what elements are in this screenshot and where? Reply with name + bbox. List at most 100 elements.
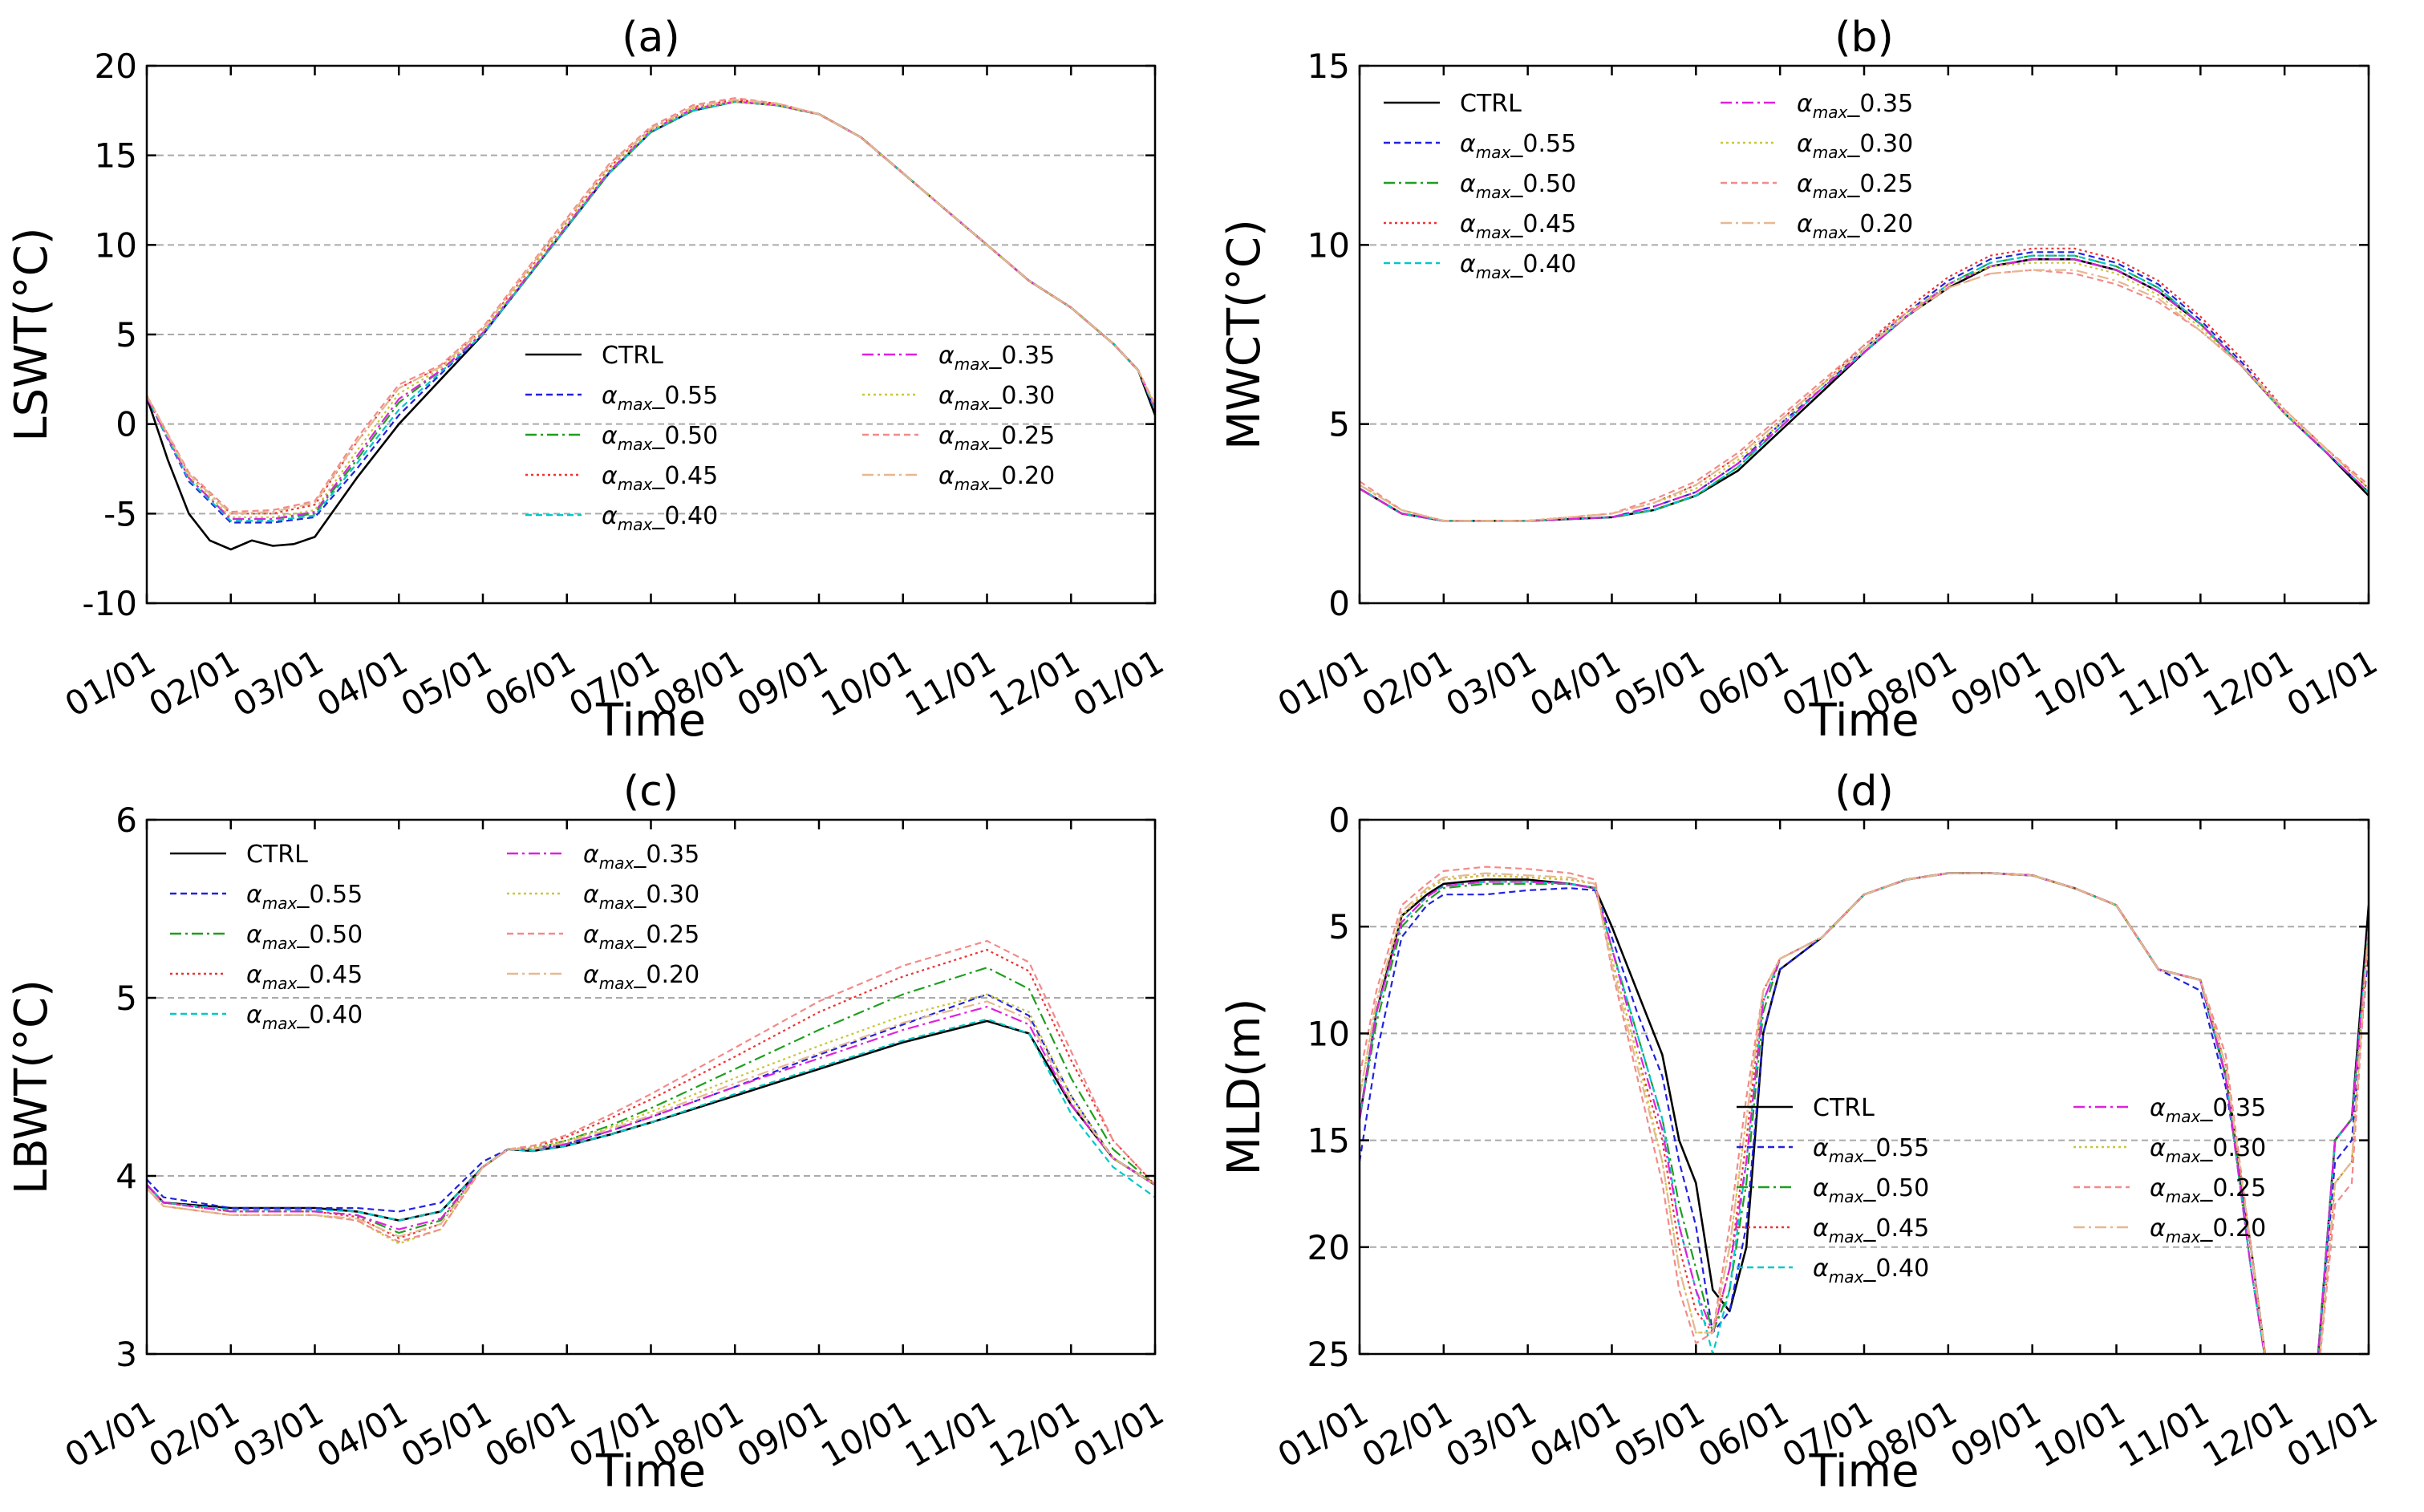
legend-item-020: αmax_0.20 (862, 462, 1055, 494)
legend-subscript: max (599, 934, 634, 953)
x-tick-label: 03/01 (226, 1392, 330, 1475)
y-tick-label: 5 (116, 979, 137, 1018)
x-tick-label: 09/01 (1944, 1392, 2047, 1475)
legend-subscript: max (1476, 263, 1511, 282)
legend-item-035: αmax_0.35 (507, 841, 699, 873)
legend-alpha-symbol: α (1797, 170, 1813, 198)
legend-item-030: αmax_0.30 (862, 382, 1055, 414)
legend-subscript: max (2166, 1147, 2201, 1166)
series-line-045 (1360, 872, 2369, 1354)
legend-subscript: max (618, 475, 653, 494)
legend-label: CTRL (1460, 90, 1522, 118)
y-tick-label: 0 (116, 405, 137, 444)
legend-alpha-symbol: α (602, 502, 618, 530)
legend-item-040: αmax_0.40 (170, 1001, 363, 1033)
legend-label: αmax_0.55 (246, 881, 363, 913)
legend-subscript: max (1813, 103, 1848, 122)
legend-subscript: max (955, 475, 990, 494)
series-line-055 (147, 100, 1155, 524)
y-tick-label: 0 (1328, 801, 1350, 840)
x-tick-label: 10/01 (2028, 642, 2131, 724)
legend-subscript: max (262, 974, 298, 993)
legend-alpha-symbol: α (938, 422, 955, 450)
legend-subscript: max (599, 853, 634, 873)
legend-item-025: αmax_0.25 (1721, 170, 1913, 202)
legend-alpha-symbol: α (2150, 1214, 2166, 1242)
series-line-055 (1360, 872, 2369, 1354)
x-tick-label: 04/01 (1523, 642, 1627, 724)
legend-alpha-symbol: α (1797, 210, 1813, 238)
legend-label: αmax_0.35 (938, 342, 1055, 374)
legend-alpha-symbol: α (583, 961, 599, 989)
legend-item-040: αmax_0.40 (1737, 1255, 1929, 1287)
legend-item-025: αmax_0.25 (507, 921, 699, 953)
legend-alpha-symbol: α (2150, 1174, 2166, 1202)
legend-subscript: max (618, 435, 653, 454)
legend-label: αmax_0.20 (583, 961, 699, 993)
legend-label: αmax_0.45 (602, 462, 718, 494)
panel-d: 051015202501/0102/0103/0104/0105/0106/01… (1218, 768, 2384, 1498)
legend-label: αmax_0.30 (583, 881, 699, 913)
legend-label: αmax_0.40 (1813, 1255, 1929, 1287)
y-tick-label: -5 (103, 494, 137, 533)
legend-subscript: max (1476, 183, 1511, 202)
y-tick-label: 20 (1307, 1228, 1350, 1267)
legend-item-030: αmax_0.30 (1721, 130, 1913, 162)
legend-value: _0.35 (2199, 1094, 2266, 1122)
x-axis-label: Time (1808, 695, 1919, 747)
x-tick-label: 03/01 (1439, 1392, 1542, 1475)
legend-label: αmax_0.50 (246, 921, 363, 953)
legend: CTRLαmax_0.55αmax_0.50αmax_0.45αmax_0.40… (1737, 1094, 2266, 1287)
series-line-035 (147, 1005, 1155, 1230)
legend-alpha-symbol: α (583, 881, 599, 909)
x-tick-label: 06/01 (1692, 642, 1795, 724)
y-tick-label: 5 (116, 315, 137, 355)
y-axis-label: MWCT(°C) (1218, 219, 1271, 450)
legend-item-055: αmax_0.55 (1737, 1134, 1929, 1166)
legend-value: _0.50 (651, 422, 718, 450)
series-line-050 (1360, 872, 2369, 1354)
legend-subscript: max (1829, 1187, 1864, 1206)
series-line-035 (1360, 258, 2369, 522)
legend-label: αmax_0.55 (1460, 130, 1576, 162)
series-line-020 (147, 99, 1155, 515)
series-line-030 (1360, 261, 2369, 522)
legend-subscript: max (1813, 183, 1848, 202)
legend-item-045: αmax_0.45 (170, 961, 363, 993)
legend: CTRLαmax_0.55αmax_0.50αmax_0.45αmax_0.40… (170, 841, 699, 1033)
legend-value: _0.30 (2199, 1134, 2266, 1162)
legend-label: αmax_0.40 (246, 1001, 363, 1033)
x-tick-label: 01/01 (1067, 642, 1170, 724)
series-line-045 (1360, 247, 2369, 522)
legend-value: _0.40 (1510, 250, 1576, 278)
legend-label: αmax_0.50 (602, 422, 718, 454)
x-tick-label: 11/01 (2112, 642, 2215, 724)
series-line-050 (1360, 254, 2369, 522)
legend-alpha-symbol: α (602, 382, 618, 410)
legend-label: αmax_0.50 (1460, 170, 1576, 202)
y-axis-label: LSWT(°C) (6, 227, 58, 441)
legend-label: αmax_0.35 (583, 841, 699, 873)
x-tick-label: 03/01 (226, 642, 330, 724)
legend-item-ctrl: CTRL (1737, 1094, 1875, 1122)
x-tick-label: 02/01 (142, 1392, 245, 1475)
legend-label: αmax_0.25 (1797, 170, 1913, 202)
legend-item-040: αmax_0.40 (525, 502, 718, 534)
panel-b: 05101501/0102/0103/0104/0105/0106/0107/0… (1218, 14, 2384, 747)
legend-label: αmax_0.40 (602, 502, 718, 534)
legend-value: _0.45 (296, 961, 363, 989)
legend-value: _0.25 (633, 921, 699, 949)
series-line-020 (1360, 872, 2369, 1354)
y-tick-label: 4 (116, 1157, 137, 1196)
legend-label: αmax_0.30 (938, 382, 1055, 414)
legend-item-050: αmax_0.50 (525, 422, 718, 454)
legend-label: αmax_0.20 (938, 462, 1055, 494)
legend-subscript: max (1829, 1267, 1864, 1287)
legend-item-055: αmax_0.55 (1384, 130, 1576, 162)
legend-item-030: αmax_0.30 (2073, 1134, 2266, 1166)
series-line-040 (1360, 254, 2369, 522)
x-tick-label: 12/01 (2196, 642, 2300, 724)
legend-label: CTRL (602, 342, 663, 370)
